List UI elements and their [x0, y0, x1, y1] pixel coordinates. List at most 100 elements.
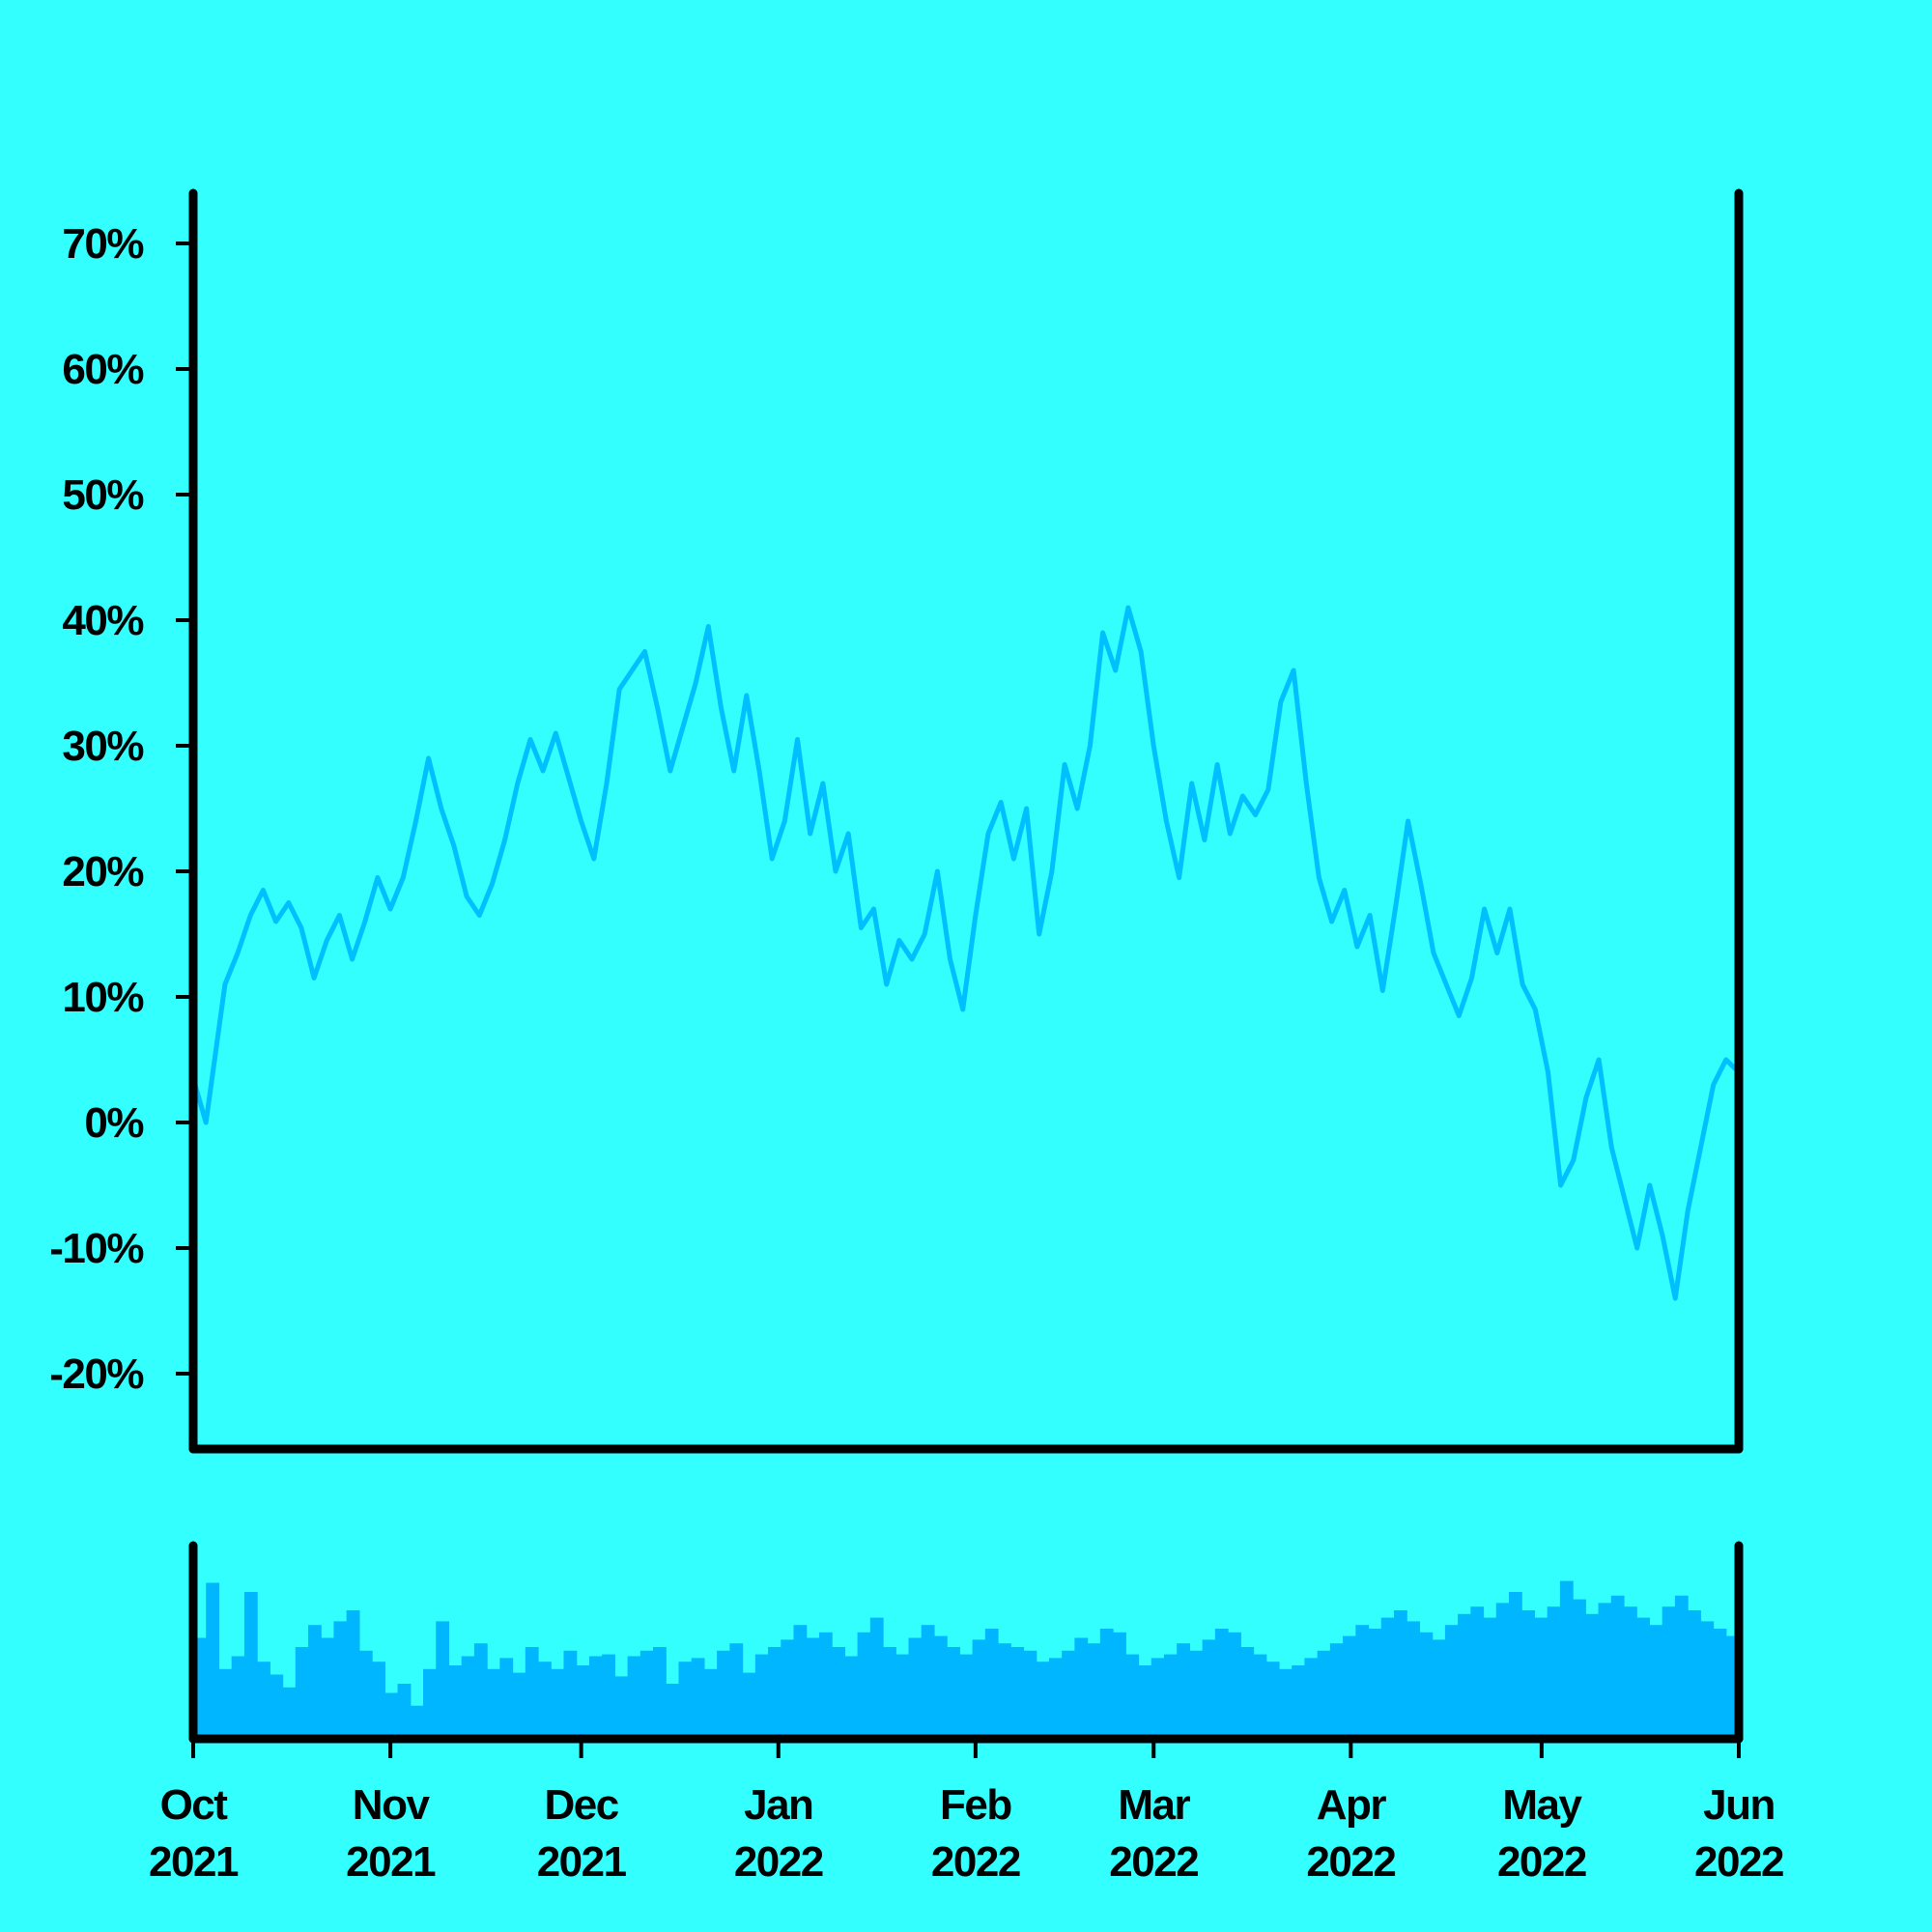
volume-bar	[717, 1650, 730, 1739]
x-tick-label-month: Mar	[1118, 1781, 1190, 1829]
volume-bar	[678, 1662, 693, 1739]
volume-bar	[703, 1668, 718, 1739]
volume-bar	[270, 1674, 284, 1739]
volume-bar	[1355, 1625, 1370, 1739]
volume-bar	[818, 1632, 833, 1739]
y-tick-label: 10%	[62, 974, 143, 1021]
x-tick-label-month: May	[1502, 1781, 1582, 1829]
volume-bar	[1393, 1610, 1407, 1739]
volume-bar	[1074, 1637, 1089, 1739]
volume-bar	[1087, 1643, 1101, 1739]
x-tick-label-month: Jun	[1703, 1781, 1775, 1829]
volume-bar	[1329, 1643, 1344, 1739]
volume-bar	[933, 1635, 948, 1739]
volume-bar	[1508, 1592, 1522, 1739]
volume-bar	[1125, 1654, 1140, 1739]
y-tick-label: -20%	[49, 1350, 143, 1398]
volume-bar	[588, 1656, 603, 1739]
volume-bar	[423, 1668, 437, 1739]
volume-bar	[333, 1621, 348, 1739]
volume-bar	[576, 1665, 590, 1739]
volume-bar	[321, 1637, 335, 1739]
x-tick-label-month: Dec	[545, 1781, 619, 1829]
volume-bar	[1559, 1580, 1574, 1739]
volume-bar	[653, 1647, 667, 1739]
x-tick-label-year: 2022	[1497, 1838, 1586, 1886]
volume-bar	[639, 1650, 654, 1739]
volume-bar	[473, 1643, 488, 1739]
volume-bar	[602, 1654, 615, 1739]
volume-bar	[1368, 1629, 1382, 1739]
volume-bar	[1534, 1617, 1548, 1739]
volume-bar	[410, 1705, 424, 1739]
volume-bar	[1470, 1606, 1485, 1739]
volume-bar	[1265, 1662, 1280, 1739]
volume-bar	[231, 1656, 245, 1739]
volume-bar	[448, 1665, 463, 1739]
volume-bar	[781, 1639, 795, 1739]
y-tick-label: -10%	[49, 1225, 143, 1272]
x-tick-label-year: 2021	[537, 1838, 627, 1886]
x-tick-label-month: Apr	[1317, 1781, 1387, 1829]
x-tick-label-month: Nov	[353, 1781, 431, 1829]
volume-bar	[243, 1592, 258, 1739]
volume-bar	[1062, 1650, 1075, 1739]
volume-bar	[1177, 1643, 1190, 1739]
volume-bar	[1343, 1635, 1356, 1739]
volume-bar	[538, 1662, 552, 1739]
volume-bar	[908, 1637, 923, 1739]
x-tick-label-year: 2022	[1306, 1838, 1395, 1886]
volume-bar	[1304, 1658, 1319, 1739]
volume-bar	[206, 1582, 220, 1739]
volume-bar	[1649, 1625, 1663, 1739]
volume-bar	[1151, 1658, 1165, 1739]
volume-bar	[1240, 1647, 1255, 1739]
volume-bar	[1674, 1595, 1689, 1739]
volume-bar	[1483, 1617, 1497, 1739]
volume-bar	[397, 1684, 412, 1739]
x-tick-label-year: 2022	[734, 1838, 823, 1886]
volume-bar	[806, 1637, 820, 1739]
volume-bar	[499, 1658, 514, 1739]
volume-bar	[666, 1684, 680, 1739]
volume-bar	[1113, 1632, 1126, 1739]
volume-bar	[857, 1632, 871, 1739]
volume-bar	[461, 1656, 475, 1739]
x-tick-label-year: 2021	[346, 1838, 436, 1886]
x-tick-label-year: 2022	[931, 1838, 1020, 1886]
volume-bar	[436, 1621, 450, 1739]
volume-bar	[1189, 1650, 1204, 1739]
volume-bar	[1292, 1665, 1306, 1739]
volume-bar	[1458, 1613, 1471, 1739]
volume-bar	[844, 1656, 859, 1739]
volume-bar	[1278, 1668, 1293, 1739]
y-tick-label: 60%	[62, 346, 143, 393]
volume-bar	[1010, 1647, 1025, 1739]
y-tick-label: 0%	[84, 1099, 143, 1147]
y-tick-label: 50%	[62, 471, 143, 519]
volume-panel: Oct 2021 Nov 2021 Dec 2021 Jan 2022 Feb 2022 Mar 20…	[149, 1541, 1784, 1886]
x-tick-label-year: 2022	[1694, 1838, 1783, 1886]
volume-bar	[754, 1654, 769, 1739]
volume-bar	[883, 1647, 896, 1739]
volume-bar	[1253, 1654, 1267, 1739]
x-tick-label-year: 2021	[149, 1838, 239, 1886]
volume-bar	[729, 1643, 744, 1739]
volume-bar	[1662, 1606, 1676, 1739]
price-panel: 70% 60% 50% 40% 30% 20% 10% 0% -10% -20%	[49, 188, 1744, 1454]
volume-bar	[1636, 1617, 1651, 1739]
volume-bar	[308, 1625, 322, 1739]
volume-bar	[1228, 1632, 1241, 1739]
x-tick-label-month: Feb	[940, 1781, 1011, 1829]
volume-bar	[295, 1647, 309, 1739]
x-tick-label-month: Oct	[160, 1781, 229, 1829]
x-tick-label-year: 2022	[1109, 1838, 1198, 1886]
volume-bar	[1036, 1662, 1050, 1739]
volume-bar	[1214, 1629, 1229, 1739]
volume-bar	[959, 1654, 974, 1739]
volume-bar	[1700, 1621, 1715, 1739]
volume-bar	[947, 1647, 960, 1739]
volume-bar	[218, 1668, 233, 1739]
y-tick-label: 70%	[62, 220, 143, 268]
volume-bar	[525, 1647, 539, 1739]
